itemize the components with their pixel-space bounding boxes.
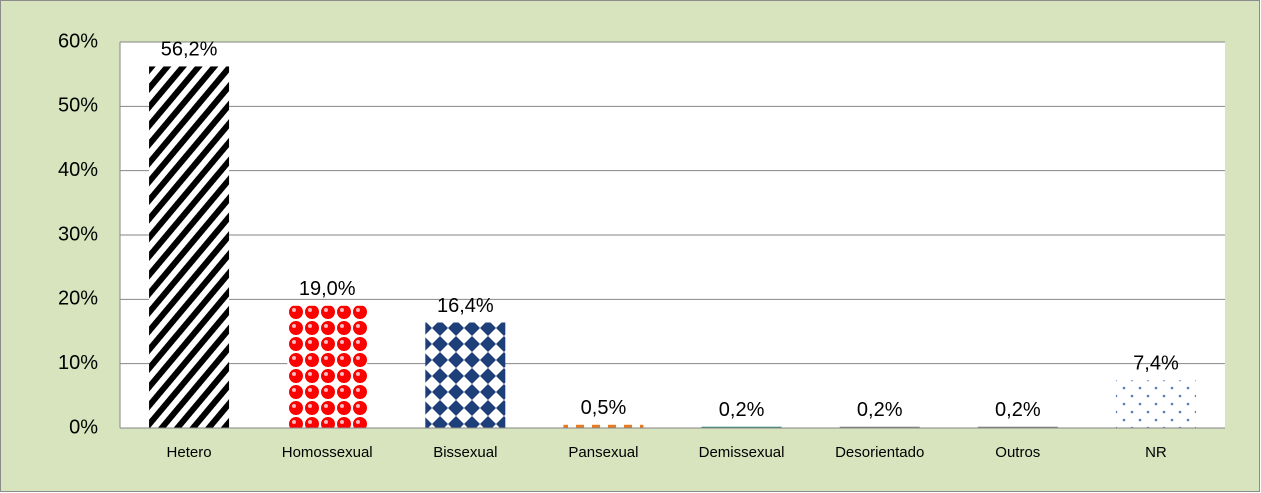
bar xyxy=(977,426,1058,428)
value-label: 16,4% xyxy=(437,295,494,317)
x-tick-label: Outros xyxy=(995,444,1040,461)
y-tick-label: 60% xyxy=(58,30,98,52)
bar xyxy=(287,305,368,428)
x-tick-label: Desorientado xyxy=(835,444,924,461)
y-tick-label: 10% xyxy=(58,352,98,374)
value-label: 0,2% xyxy=(995,399,1041,421)
y-tick-label: 20% xyxy=(58,288,98,310)
value-label: 19,0% xyxy=(299,278,356,300)
x-tick-label: Homossexual xyxy=(282,444,373,461)
x-tick-label: Demissexual xyxy=(699,444,785,461)
x-tick-label: Bissexual xyxy=(433,444,497,461)
value-label: 0,2% xyxy=(857,399,903,421)
bar xyxy=(563,424,644,428)
value-label: 7,4% xyxy=(1133,353,1179,375)
bar xyxy=(701,426,782,428)
bar xyxy=(1115,380,1196,428)
bar xyxy=(425,322,506,428)
value-label: 0,5% xyxy=(581,397,627,419)
bar xyxy=(839,426,920,428)
x-tick-label: NR xyxy=(1145,444,1167,461)
x-tick-label: Hetero xyxy=(167,444,212,461)
bar xyxy=(149,66,230,429)
value-label: 0,2% xyxy=(719,399,765,421)
x-tick-label: Pansexual xyxy=(568,444,638,461)
y-tick-label: 30% xyxy=(58,223,98,245)
value-label: 56,2% xyxy=(161,39,218,61)
y-tick-label: 50% xyxy=(58,95,98,117)
y-tick-label: 0% xyxy=(69,416,98,438)
y-tick-label: 40% xyxy=(58,159,98,181)
